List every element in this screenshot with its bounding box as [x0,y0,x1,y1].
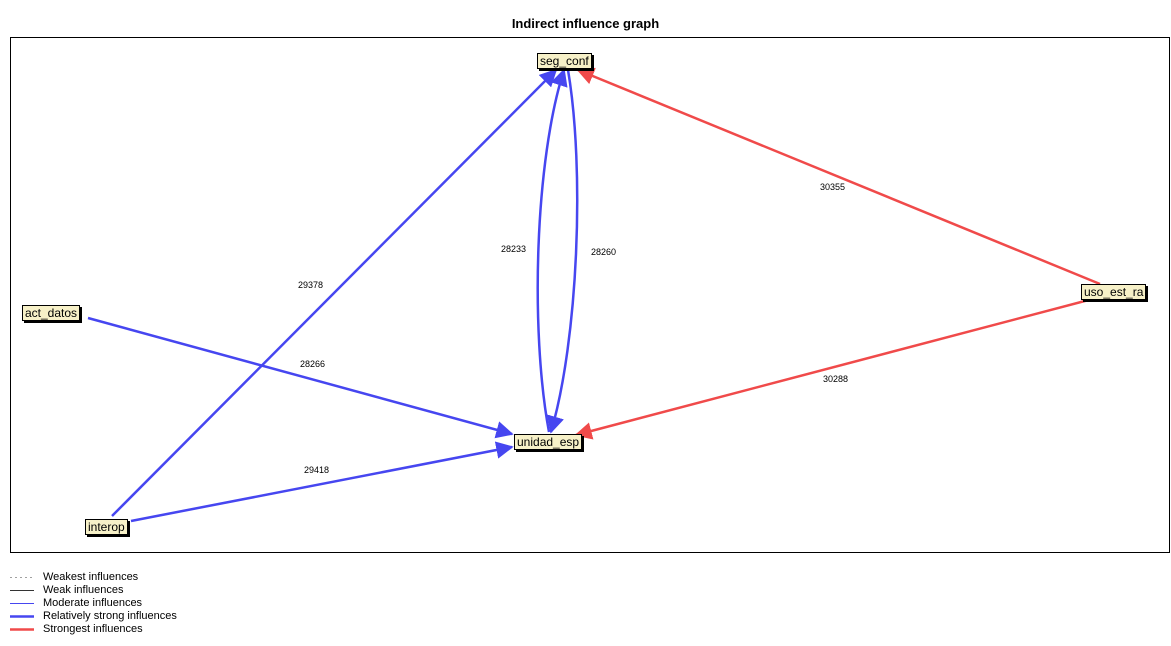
edge-label-unidad_esp-seg_conf: 28233 [501,244,527,254]
legend-swatch-weak [10,590,34,591]
edge-unidad_esp-seg_conf [536,68,568,433]
legend-label-moderate: Moderate influences [43,597,143,609]
legend-label-weakest: Weakest influences [43,571,139,583]
edge-label-uso_est_ra-unidad_esp: 30288 [823,374,849,384]
edge-label-interop-unidad_esp: 29418 [304,465,330,475]
edge-act_datos-unidad_esp [87,316,514,439]
legend-label-weak: Weak influences [43,584,124,596]
legend-swatch-relatively-strong [10,615,34,618]
node-act_datos[interactable]: act_datos [22,305,81,321]
legend-label-relatively-strong: Relatively strong influences [43,610,177,622]
edge-uso_est_ra-seg_conf [576,67,1101,286]
legend-label-strongest: Strongest influences [43,623,143,635]
edge-interop-unidad_esp [130,441,514,523]
edge-label-interop-seg_conf: 29378 [298,280,324,290]
node-interop[interactable]: interop [85,519,128,535]
node-seg_conf[interactable]: seg_conf [537,53,592,69]
edge-label-seg_conf-unidad_esp: 28260 [591,247,617,257]
graph-title: Indirect influence graph [511,16,660,31]
legend-swatch-weakest [10,577,34,578]
edge-label-act_datos-unidad_esp: 28266 [300,359,326,369]
edge-uso_est_ra-unidad_esp [574,295,1101,440]
legend-swatch-strongest [10,628,34,631]
edge-seg_conf-unidad_esp [547,69,579,434]
edge-interop-seg_conf [111,68,558,517]
node-unidad_esp[interactable]: unidad_esp [514,434,583,450]
graph-frame [10,37,1170,553]
legend-swatch-moderate [10,603,34,604]
node-uso_est_ra[interactable]: uso_est_ra [1081,284,1147,300]
edge-label-uso_est_ra-seg_conf: 30355 [820,182,846,192]
